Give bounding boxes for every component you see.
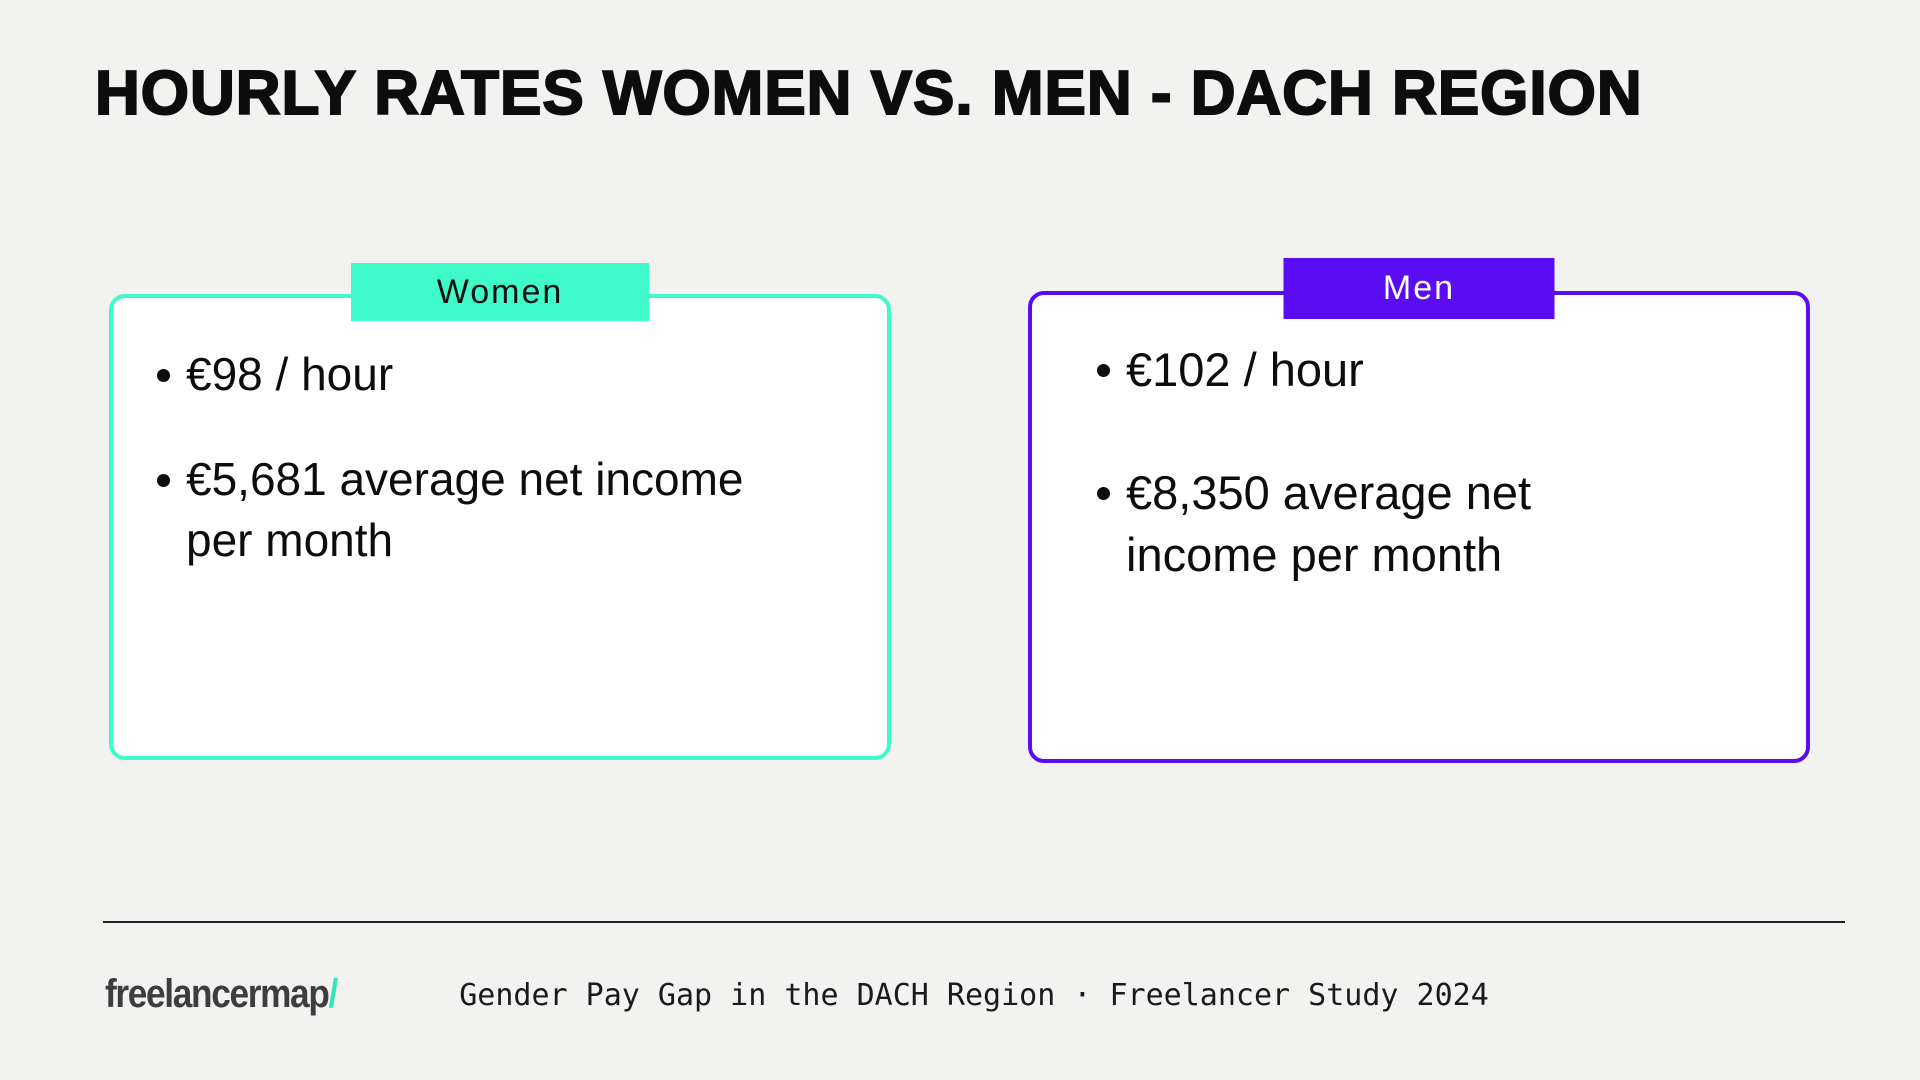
men-net-income: €8,350 average net income per month — [1126, 465, 1532, 582]
list-item: €8,350 average net income per month — [1097, 462, 1806, 587]
women-card: Women €98 / hour €5,681 average net inco… — [109, 263, 891, 760]
men-card: Men €102 / hour €8,350 average net incom… — [1028, 258, 1810, 763]
freelancermap-logo: freelancermap/ — [105, 972, 339, 1017]
logo-slash-icon: / — [328, 972, 339, 1016]
men-card-label: Men — [1283, 258, 1555, 319]
bullet-dot-icon — [1097, 364, 1110, 377]
women-card-label: Women — [351, 263, 649, 321]
list-item: €98 / hour — [157, 344, 887, 405]
men-bullet-list: €102 / hour €8,350 average net income pe… — [1032, 295, 1806, 587]
bullet-dot-icon — [1097, 486, 1110, 500]
women-bullet-list: €98 / hour €5,681 average net income per… — [113, 298, 887, 572]
logo-text: freelancermap — [105, 972, 330, 1016]
women-hourly-rate: €98 / hour — [186, 348, 394, 400]
list-item: €5,681 average net income per month — [157, 449, 887, 571]
footer-divider — [103, 921, 1845, 923]
women-net-income: €5,681 average net income per month — [186, 453, 744, 567]
bullet-dot-icon — [157, 369, 170, 382]
list-item: €102 / hour — [1097, 339, 1806, 402]
footer-caption: Gender Pay Gap in the DACH Region · Free… — [459, 978, 1489, 1013]
page-title: HOURLY RATES WOMEN VS. MEN - DACH REGION — [94, 58, 1643, 129]
men-hourly-rate: €102 / hour — [1126, 343, 1364, 396]
bullet-dot-icon — [157, 474, 170, 488]
footer: freelancermap/ Gender Pay Gap in the DAC… — [103, 966, 1845, 1026]
